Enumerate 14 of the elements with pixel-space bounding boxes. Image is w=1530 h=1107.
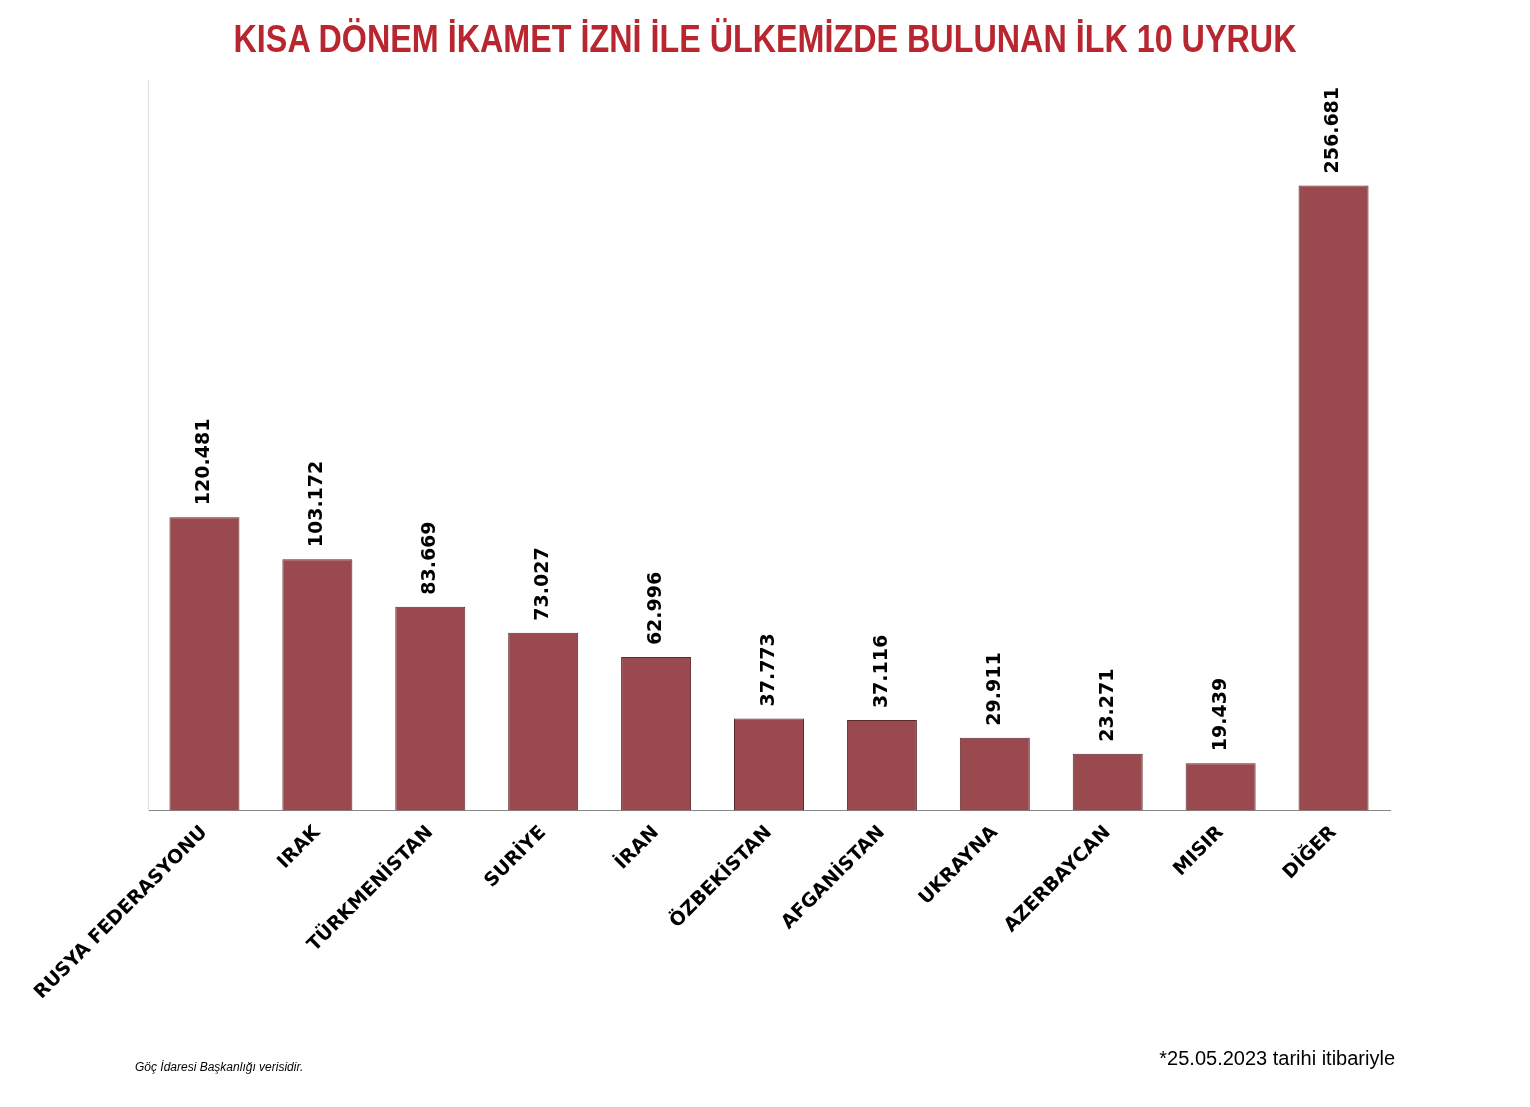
data-label: 23.271	[1094, 668, 1117, 742]
data-label: 256.681	[1320, 86, 1343, 174]
data-label: 120.481	[191, 418, 214, 506]
data-label: 83.669	[417, 521, 440, 595]
data-label: 37.116	[868, 634, 891, 709]
text: *25.05.2023 tarihi itibariyle	[1159, 1047, 1395, 1070]
data-label: 37.773	[755, 633, 778, 707]
data-label: 62.996	[643, 571, 666, 646]
data-label: 29.911	[981, 652, 1004, 726]
chart-title: KISA DÖNEM İKAMET İZNİ İLE ÜLKEMİZDE BULUNAN İLK 10 UYRUK	[232, 18, 1298, 61]
text: Göç İdaresi Başkanlığı verisidir.	[135, 1060, 304, 1074]
data-label: 103.172	[304, 460, 327, 548]
data-label: 73.027	[530, 547, 553, 621]
data-label: 19.439	[1207, 677, 1230, 752]
